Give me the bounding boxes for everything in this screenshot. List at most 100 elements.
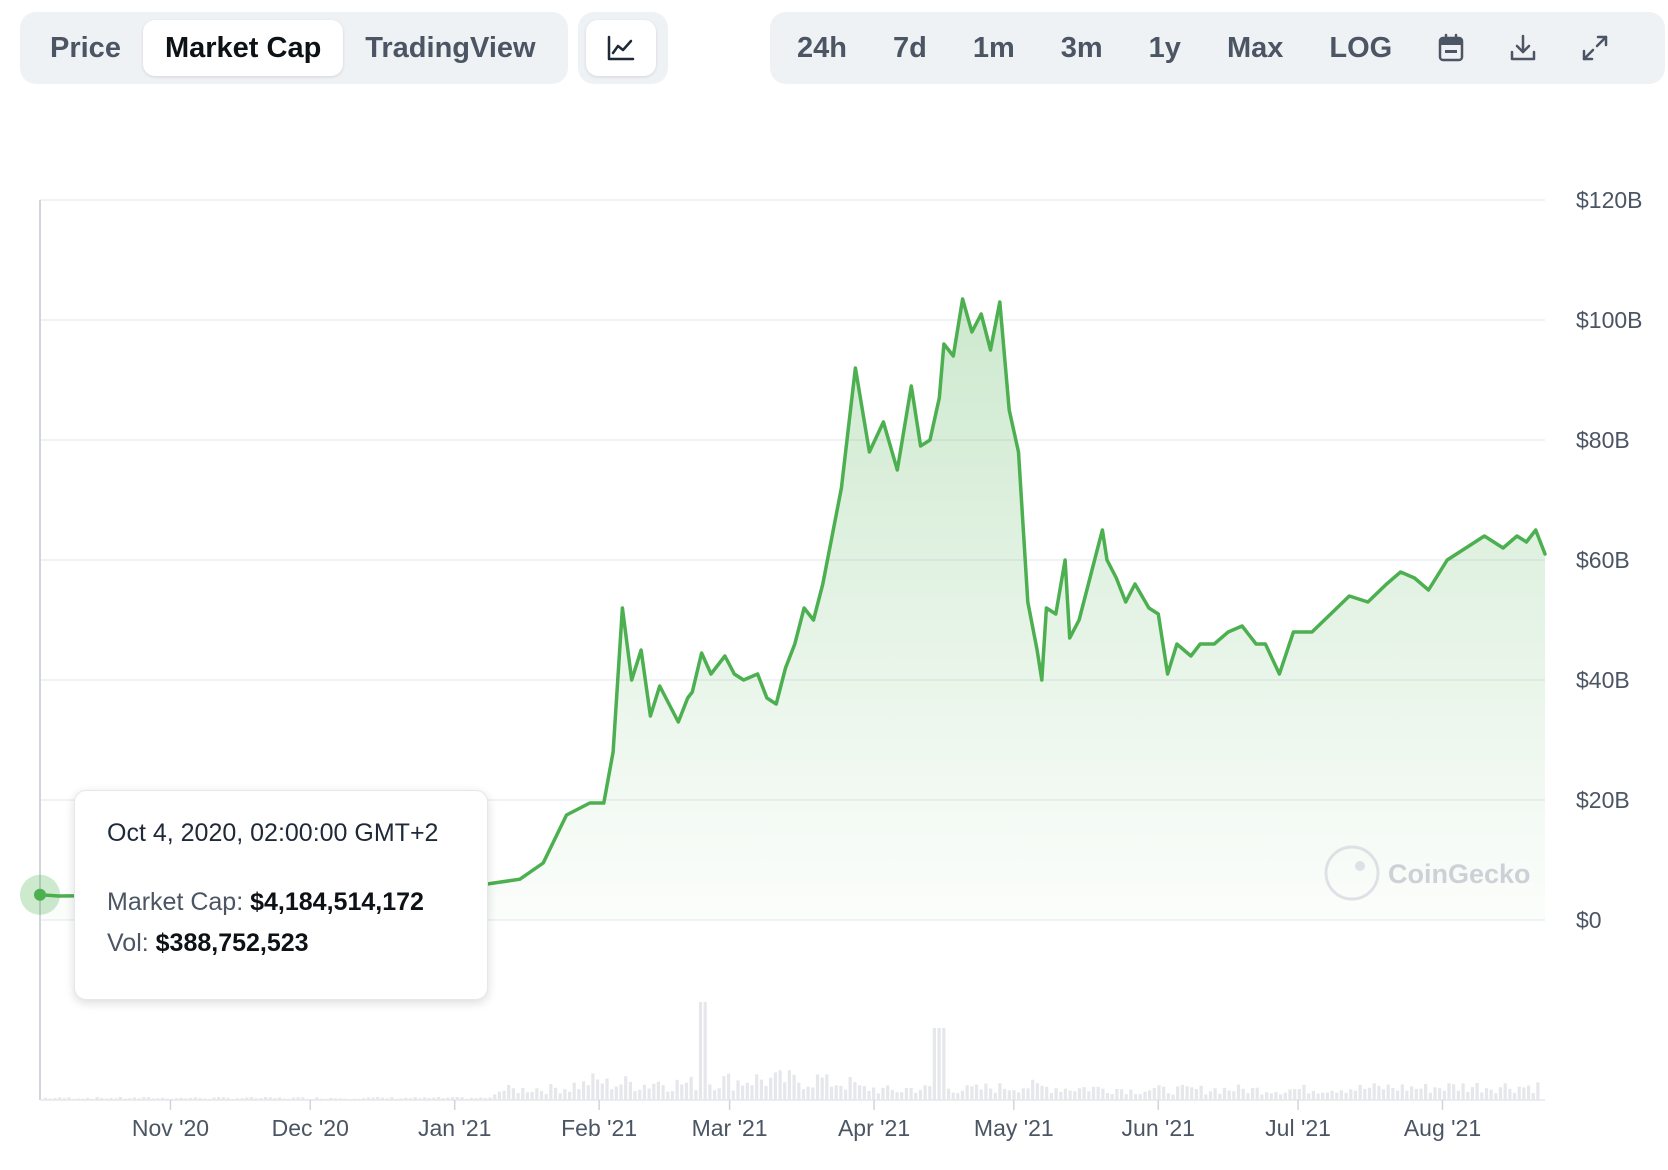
market-cap-area	[40, 299, 1545, 920]
volume-bar	[62, 1098, 66, 1100]
volume-bar	[165, 1098, 169, 1100]
y-tick-label: $0	[1576, 907, 1602, 933]
volume-bar	[184, 1098, 188, 1100]
volume-bar	[1470, 1087, 1474, 1100]
volume-bar	[1433, 1087, 1437, 1100]
volume-bar	[1227, 1090, 1231, 1100]
range-7d[interactable]: 7d	[892, 31, 927, 64]
range-3m[interactable]: 3m	[1060, 31, 1103, 64]
range-1m[interactable]: 1m	[972, 31, 1015, 64]
volume-bar	[984, 1083, 988, 1100]
volume-bar	[900, 1092, 904, 1100]
volume-bar	[970, 1086, 974, 1100]
volume-bar	[909, 1087, 913, 1100]
volume-bar	[483, 1098, 487, 1100]
volume-bar	[161, 1097, 165, 1100]
volume-bar	[1073, 1091, 1077, 1100]
volume-bar	[226, 1097, 230, 1100]
volume-bar	[1059, 1091, 1063, 1100]
volume-bar	[703, 1002, 707, 1100]
volume-bar	[1208, 1091, 1213, 1100]
volume-bar	[1461, 1083, 1465, 1100]
download-button[interactable]	[1487, 20, 1559, 76]
volume-bar	[1068, 1090, 1072, 1100]
volume-bar	[175, 1098, 179, 1100]
volume-bar	[834, 1085, 838, 1100]
volume-bar	[956, 1093, 960, 1100]
volume-bar	[1143, 1091, 1147, 1100]
tab-price[interactable]: Price	[50, 31, 121, 64]
volume-bar	[1091, 1086, 1096, 1100]
volume-bar	[848, 1077, 852, 1100]
range-log[interactable]: LOG	[1329, 31, 1393, 64]
volume-bar	[558, 1093, 562, 1100]
volume-bar	[282, 1098, 286, 1100]
volume-bar	[1531, 1093, 1535, 1100]
volume-bar	[1325, 1092, 1329, 1100]
volume-bar	[1115, 1089, 1119, 1100]
range-24h[interactable]: 24h	[797, 31, 847, 64]
volume-bar	[1522, 1087, 1526, 1100]
volume-bar	[380, 1097, 384, 1100]
volume-bar	[1456, 1090, 1460, 1100]
volume-bar	[1428, 1092, 1432, 1100]
range-1y[interactable]: 1y	[1148, 31, 1181, 64]
volume-bar	[1049, 1093, 1053, 1100]
volume-bar	[960, 1090, 965, 1100]
range-max[interactable]: Max	[1226, 31, 1284, 64]
volume-bar	[1176, 1086, 1180, 1100]
volume-bar	[1321, 1092, 1325, 1100]
volume-bar	[684, 1082, 689, 1100]
calendar-button[interactable]	[1415, 20, 1487, 76]
volume-bar	[1508, 1088, 1512, 1100]
volume-bar	[1105, 1093, 1110, 1100]
calendar-icon	[1438, 33, 1464, 62]
volume-bar	[446, 1097, 450, 1100]
volume-bar	[797, 1082, 801, 1100]
volume-bar	[465, 1098, 469, 1100]
volume-bar	[1288, 1089, 1292, 1100]
volume-bar	[722, 1076, 726, 1100]
volume-bar	[624, 1076, 628, 1100]
volume-bar	[633, 1091, 637, 1100]
volume-bar	[568, 1091, 572, 1100]
volume-bar	[306, 1098, 310, 1100]
volume-bar	[778, 1070, 782, 1100]
volume-bar	[1026, 1088, 1030, 1100]
volume-bar	[717, 1088, 721, 1100]
tab-market-cap[interactable]: Market Cap	[142, 20, 344, 76]
x-axis-ticks: Nov '20 Dec '20 Jan '21 Feb '21 Mar '21 Apr '…	[132, 1100, 1481, 1141]
volume-bar	[1199, 1085, 1203, 1100]
y-tick-label: $40B	[1576, 667, 1630, 693]
volume-bar	[240, 1098, 244, 1100]
volume-bar	[1204, 1094, 1208, 1100]
volume-bar	[923, 1085, 927, 1100]
volume-bar	[81, 1098, 85, 1100]
volume-bar	[109, 1097, 113, 1100]
volume-bar	[193, 1097, 197, 1100]
volume-bar	[100, 1098, 104, 1100]
volume-bar	[689, 1076, 693, 1100]
volume-bar	[1391, 1088, 1395, 1100]
volume-bar	[451, 1097, 455, 1100]
volume-bar	[67, 1097, 71, 1100]
volume-bar	[619, 1084, 623, 1100]
volume-bar	[151, 1098, 155, 1100]
volume-bar	[146, 1097, 151, 1100]
volume-bar	[320, 1098, 324, 1100]
volume-bar	[1148, 1090, 1152, 1100]
coingecko-logo-icon	[1324, 845, 1380, 901]
line-chart-button[interactable]	[586, 20, 656, 76]
tab-tradingview[interactable]: TradingView	[365, 31, 536, 64]
volume-bar	[315, 1097, 319, 1100]
volume-bar	[1241, 1088, 1245, 1100]
volume-bar	[441, 1098, 445, 1100]
volume-bar	[1003, 1088, 1007, 1100]
fullscreen-button[interactable]	[1559, 20, 1631, 76]
volume-bar	[769, 1077, 773, 1100]
volume-bar	[1171, 1094, 1175, 1100]
volume-bar	[1218, 1093, 1222, 1100]
volume-bar	[189, 1098, 193, 1100]
volume-bar	[1232, 1091, 1236, 1100]
